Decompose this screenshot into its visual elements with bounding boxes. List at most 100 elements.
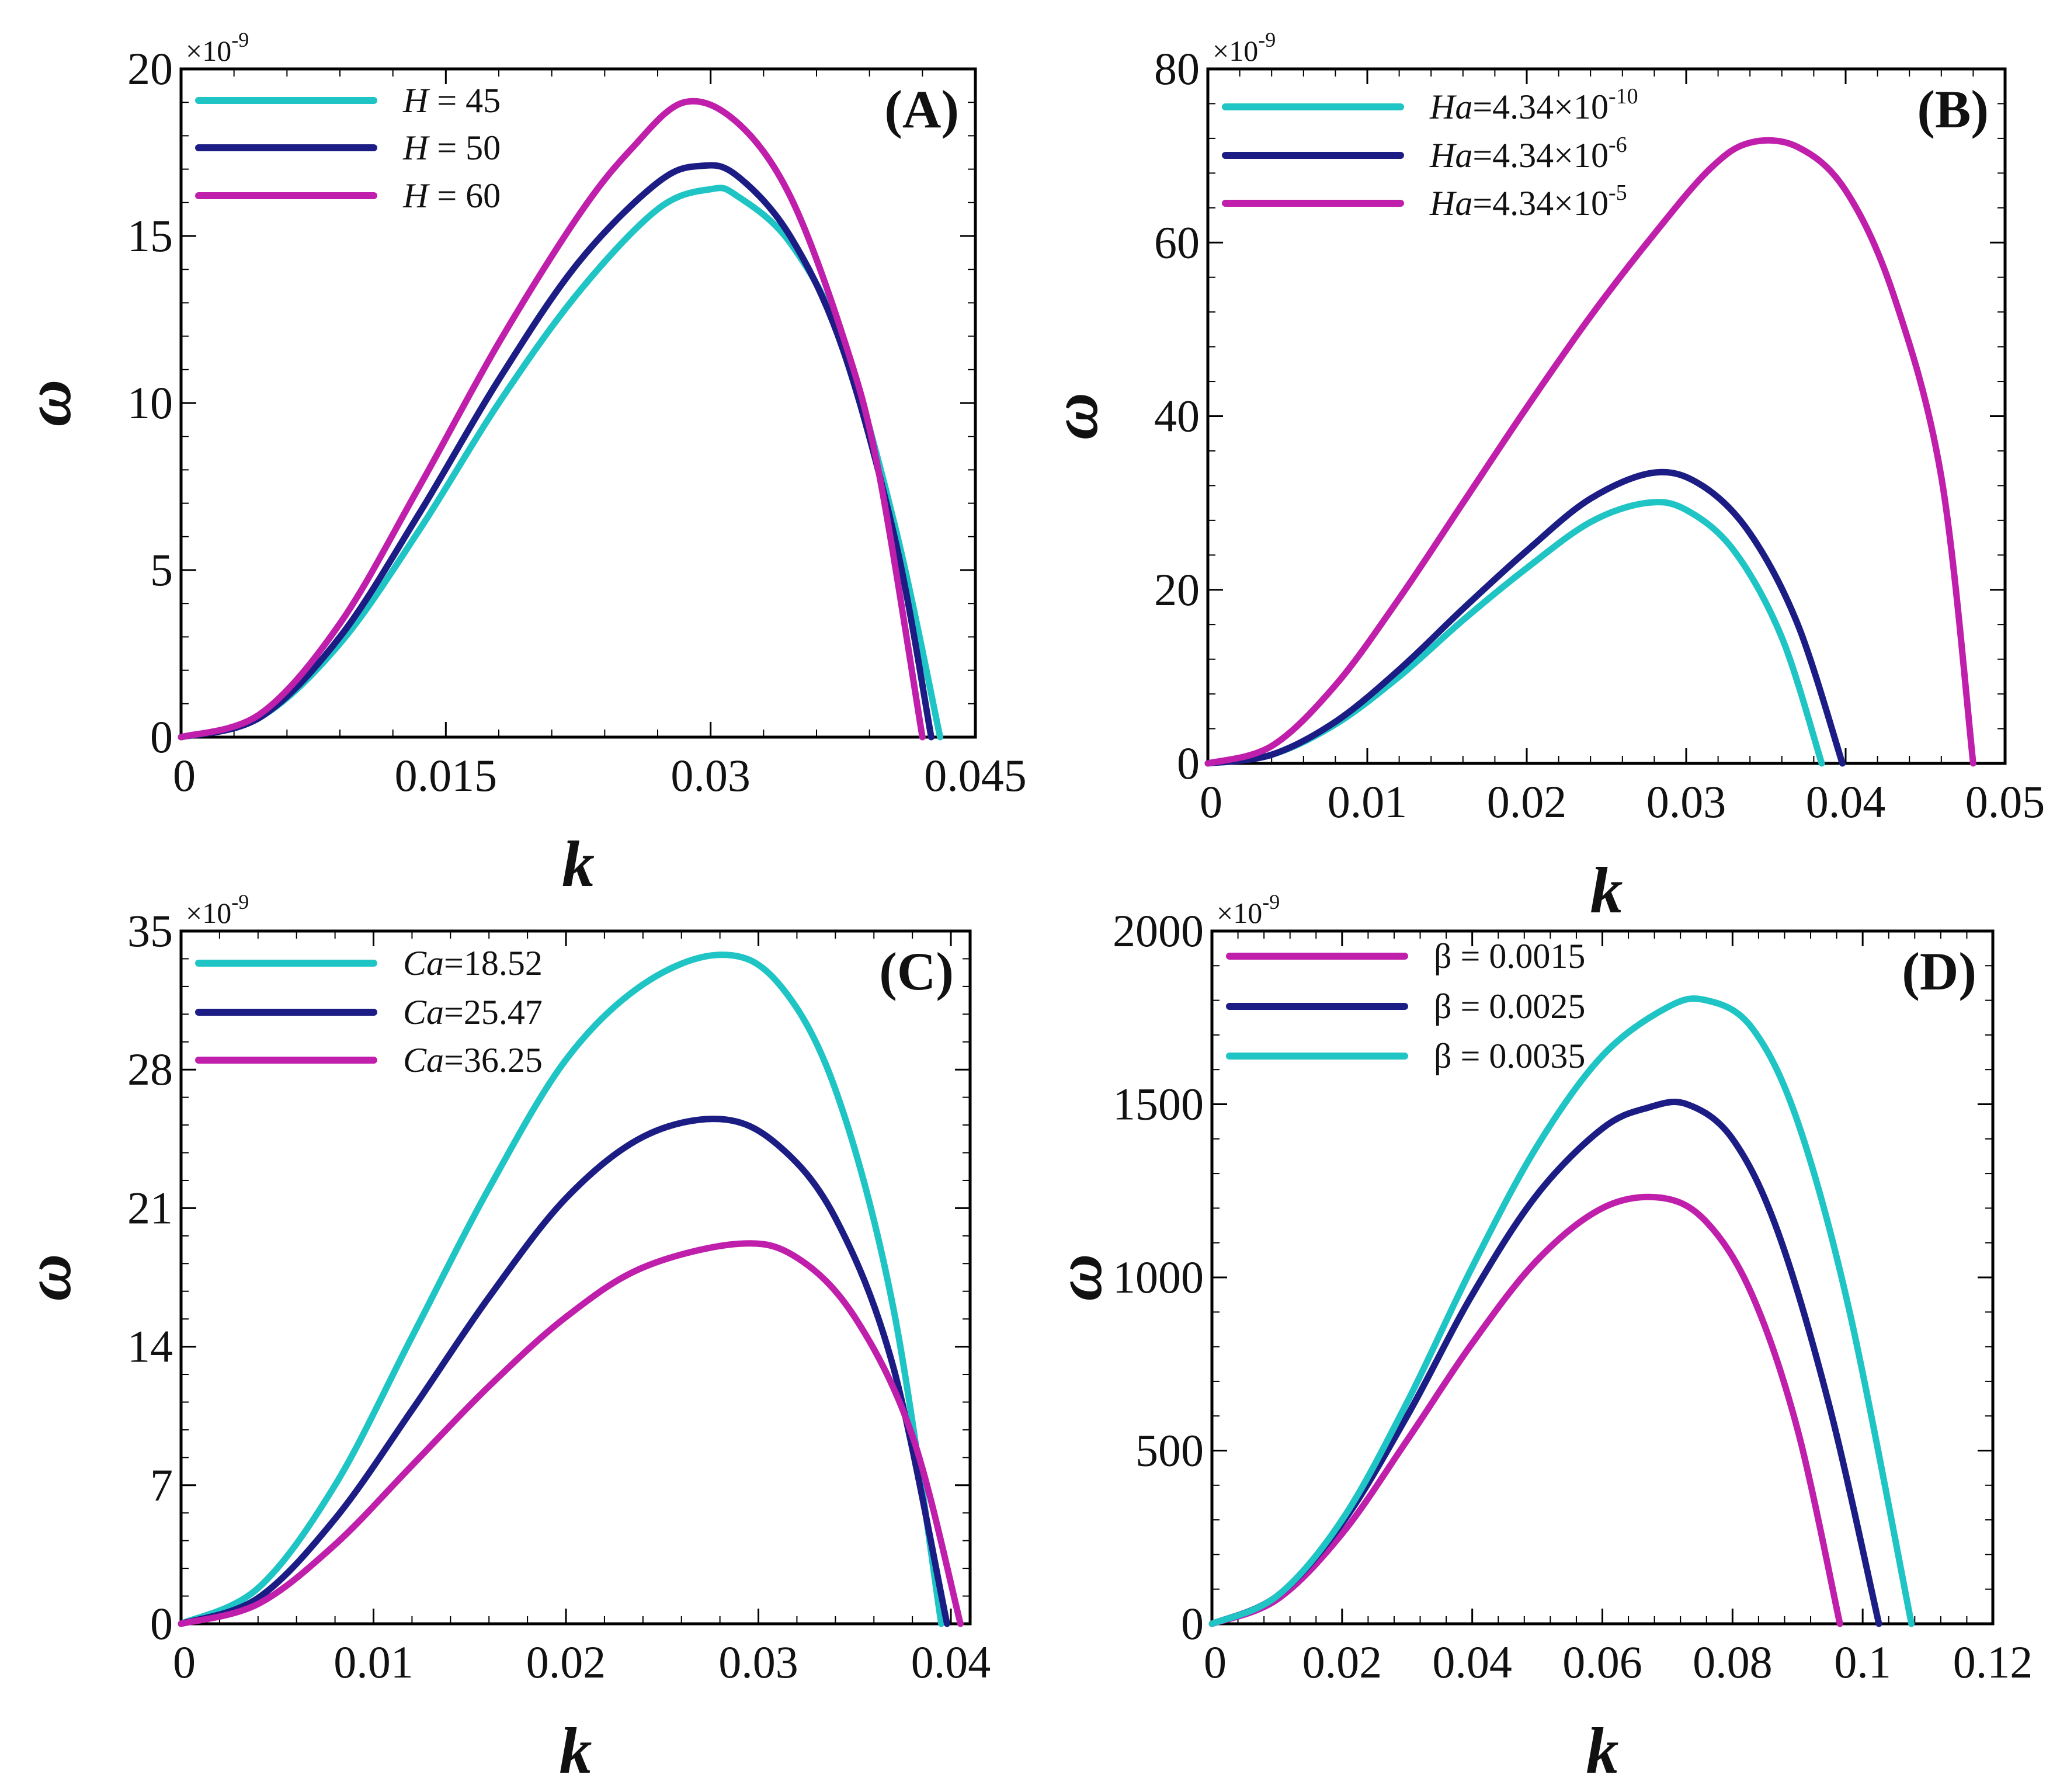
x-tick-label: 0.08: [1693, 1637, 1773, 1687]
x-tick-label: 0.03: [718, 1637, 798, 1687]
legend-entry: Ha=4.34×10-6: [1222, 133, 1627, 175]
series-line-2: [1204, 468, 1846, 767]
legend: β = 0.0015 β = 0.0025 β = 0.0035: [1226, 937, 1585, 1075]
legend-label: Ha=4.34×10-5: [1429, 180, 1627, 223]
x-tick-label: 0.01: [1328, 776, 1408, 827]
plot-frame: [179, 67, 977, 739]
y-axis-label: ω: [1043, 1254, 1116, 1301]
legend-entry: Ha=4.34×10-10: [1222, 84, 1638, 126]
y-exponent-label: ×10-9: [186, 28, 249, 67]
y-tick-label: 1500: [1113, 1079, 1204, 1130]
series-line-2: [178, 1116, 950, 1627]
legend-entry: β = 0.0035: [1226, 1037, 1585, 1075]
plot-frame: [179, 929, 972, 1626]
chart-panel-d: 0 0.02 0.04 0.06 0.08 0.1 0.12 0 500 1000 1500 2000…: [1043, 890, 2033, 1787]
panel-label: (A): [884, 79, 959, 139]
legend-entry: H = 45: [195, 81, 501, 120]
x-tick-label: 0: [1200, 776, 1222, 827]
y-tick-label: 20: [127, 43, 173, 94]
panel-label: (D): [1902, 942, 1976, 1001]
x-tick-label: 0.06: [1562, 1637, 1642, 1687]
chart-panel-b: 0 0.01 0.02 0.03 0.04 0.05 0 20 40 60 80 ×10-9 k ω (B)…: [1039, 28, 2045, 927]
legend-label: Ca=36.25: [403, 1041, 543, 1079]
legend-label: Ca=18.52: [403, 944, 543, 982]
x-tick-label: 0.04: [1432, 1637, 1512, 1687]
x-tick-label: 0: [173, 750, 196, 801]
x-tick-label: 0.015: [395, 750, 498, 801]
x-tick-label: 0.1: [1834, 1637, 1891, 1687]
y-tick-label: 500: [1135, 1425, 1204, 1476]
chart-panel-c: 0 0.01 0.02 0.03 0.04 0 7 14 21 28 35 ×10-9 k ω (C) Ca=…: [12, 890, 991, 1787]
legend-entry: H = 60: [195, 176, 501, 215]
y-tick-label: 20: [1154, 564, 1200, 615]
y-tick-label: 1000: [1113, 1252, 1204, 1303]
x-tick-label: 0.03: [1646, 776, 1726, 827]
legend: Ha=4.34×10-10 Ha=4.34×10-6 Ha=4.34×10-5: [1222, 84, 1638, 223]
y-exponent-label: ×10-9: [1213, 28, 1276, 67]
x-axis-label: k: [560, 1715, 592, 1787]
y-tick-label: 0: [150, 711, 173, 762]
y-exponent-label: ×10-9: [1217, 890, 1280, 929]
legend: H = 45 H = 50 H = 60: [195, 81, 501, 215]
y-tick-label: 28: [127, 1044, 173, 1095]
legend: Ca=18.52 Ca=25.47 Ca=36.25: [195, 944, 543, 1079]
y-tick-label: 80: [1154, 43, 1200, 94]
y-tick-label: 60: [1154, 217, 1200, 268]
x-tick-label: 0.01: [334, 1637, 414, 1687]
legend-entry: Ca=25.47: [195, 993, 543, 1032]
y-tick-label: 15: [127, 210, 173, 261]
legend-label: Ca=25.47: [403, 993, 543, 1032]
legend-entry: Ca=18.52: [195, 944, 543, 982]
x-tick-label: 0: [1204, 1637, 1227, 1687]
y-tick-label: 7: [150, 1460, 173, 1510]
x-tick-label: 0.02: [1302, 1637, 1382, 1687]
legend-entry: H = 50: [195, 129, 501, 167]
legend-label: Ha=4.34×10-10: [1429, 84, 1638, 126]
panel-label: (B): [1917, 79, 1989, 139]
y-tick-label: 2000: [1113, 905, 1204, 956]
y-tick-label: 14: [127, 1321, 173, 1372]
x-tick-label: 0.045: [924, 750, 1027, 801]
series-line-3: [1204, 137, 1976, 767]
x-tick-label: 0.02: [526, 1637, 606, 1687]
y-exponent-label: ×10-9: [186, 890, 249, 929]
series-line-3: [178, 98, 926, 741]
x-tick-label: 0.04: [911, 1637, 991, 1687]
x-tick-label: 0: [173, 1637, 196, 1687]
panel-label: (C): [879, 942, 954, 1001]
plot-frame: [1210, 929, 1995, 1626]
y-axis-label: ω: [12, 380, 85, 427]
x-tick-label: 0.02: [1487, 776, 1567, 827]
x-axis-label: k: [1586, 1715, 1619, 1787]
x-tick-label: 0.12: [1953, 1637, 2033, 1687]
series-line-3: [1208, 995, 1915, 1627]
x-tick-label: 0.04: [1806, 776, 1886, 827]
x-axis-label: k: [1590, 855, 1623, 927]
y-tick-label: 40: [1154, 391, 1200, 442]
legend-label: β = 0.0035: [1434, 1037, 1585, 1075]
y-tick-label: 21: [127, 1182, 173, 1233]
legend-entry: Ha=4.34×10-5: [1222, 180, 1627, 223]
y-tick-label: 0: [1181, 1598, 1204, 1649]
y-tick-label: 0: [150, 1598, 173, 1649]
y-axis-label: ω: [12, 1254, 85, 1301]
legend-label: H = 50: [402, 129, 501, 167]
y-axis-label: ω: [1039, 393, 1111, 440]
legend-entry: Ca=36.25: [195, 1041, 543, 1079]
legend-label: H = 45: [402, 81, 501, 120]
legend-label: β = 0.0015: [1434, 937, 1585, 975]
legend-label: β = 0.0025: [1434, 987, 1585, 1026]
x-axis-label: k: [562, 828, 595, 901]
series-line-1: [178, 185, 944, 741]
legend-label: H = 60: [402, 176, 501, 215]
y-tick-label: 0: [1177, 738, 1200, 789]
series-line-3: [178, 1240, 964, 1627]
legend-entry: β = 0.0025: [1226, 987, 1585, 1026]
series-line-1: [1208, 1193, 1843, 1627]
y-tick-label: 10: [127, 377, 173, 428]
x-tick-label: 0.05: [1965, 776, 2045, 827]
y-tick-label: 5: [150, 544, 173, 595]
y-tick-label: 35: [127, 905, 173, 956]
